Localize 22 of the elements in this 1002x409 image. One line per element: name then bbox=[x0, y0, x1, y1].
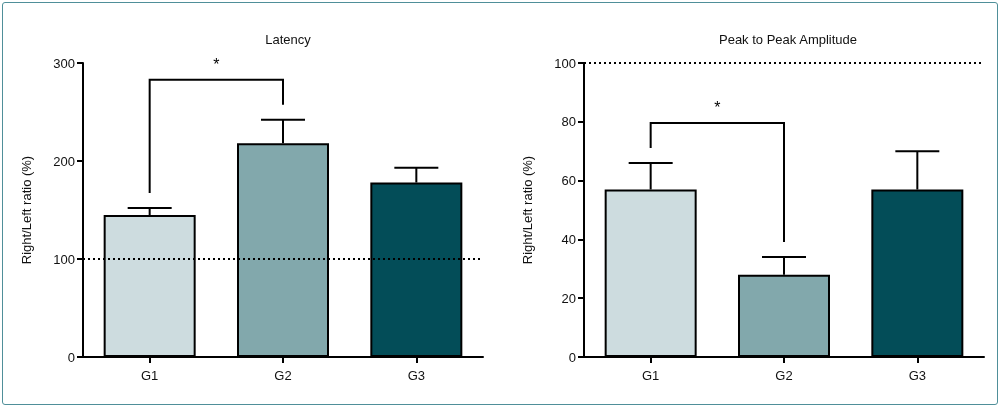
y-axis-title: Right/Left ratio (%) bbox=[520, 155, 535, 265]
annotation: * bbox=[213, 55, 220, 74]
y-tick-label: 20 bbox=[561, 290, 576, 306]
y-tick-label: 100 bbox=[53, 251, 75, 267]
x-tick-label: G1 bbox=[641, 368, 660, 383]
y-tick-label: 100 bbox=[554, 55, 576, 71]
y-tick-label: 300 bbox=[53, 55, 75, 71]
y-axis-title: Right/Left ratio (%) bbox=[19, 155, 34, 265]
chart-title: Peak to Peak Amplitude bbox=[718, 32, 858, 47]
y-tick-label: 0 bbox=[67, 349, 75, 365]
y-tick-label: 200 bbox=[53, 153, 75, 169]
x-tick-label: G1 bbox=[140, 368, 159, 383]
x-tick-label: G3 bbox=[908, 368, 927, 383]
y-tick-label: 0 bbox=[568, 349, 576, 365]
chart-title: Latency bbox=[265, 32, 312, 47]
x-tick-label: G2 bbox=[274, 368, 292, 383]
x-tick-label: G3 bbox=[407, 368, 426, 383]
y-tick-label: 60 bbox=[561, 173, 576, 189]
x-tick-label: G2 bbox=[775, 368, 793, 383]
y-tick-label: 40 bbox=[561, 231, 576, 247]
y-tick-label: 80 bbox=[561, 114, 576, 130]
annotation: * bbox=[714, 98, 721, 117]
